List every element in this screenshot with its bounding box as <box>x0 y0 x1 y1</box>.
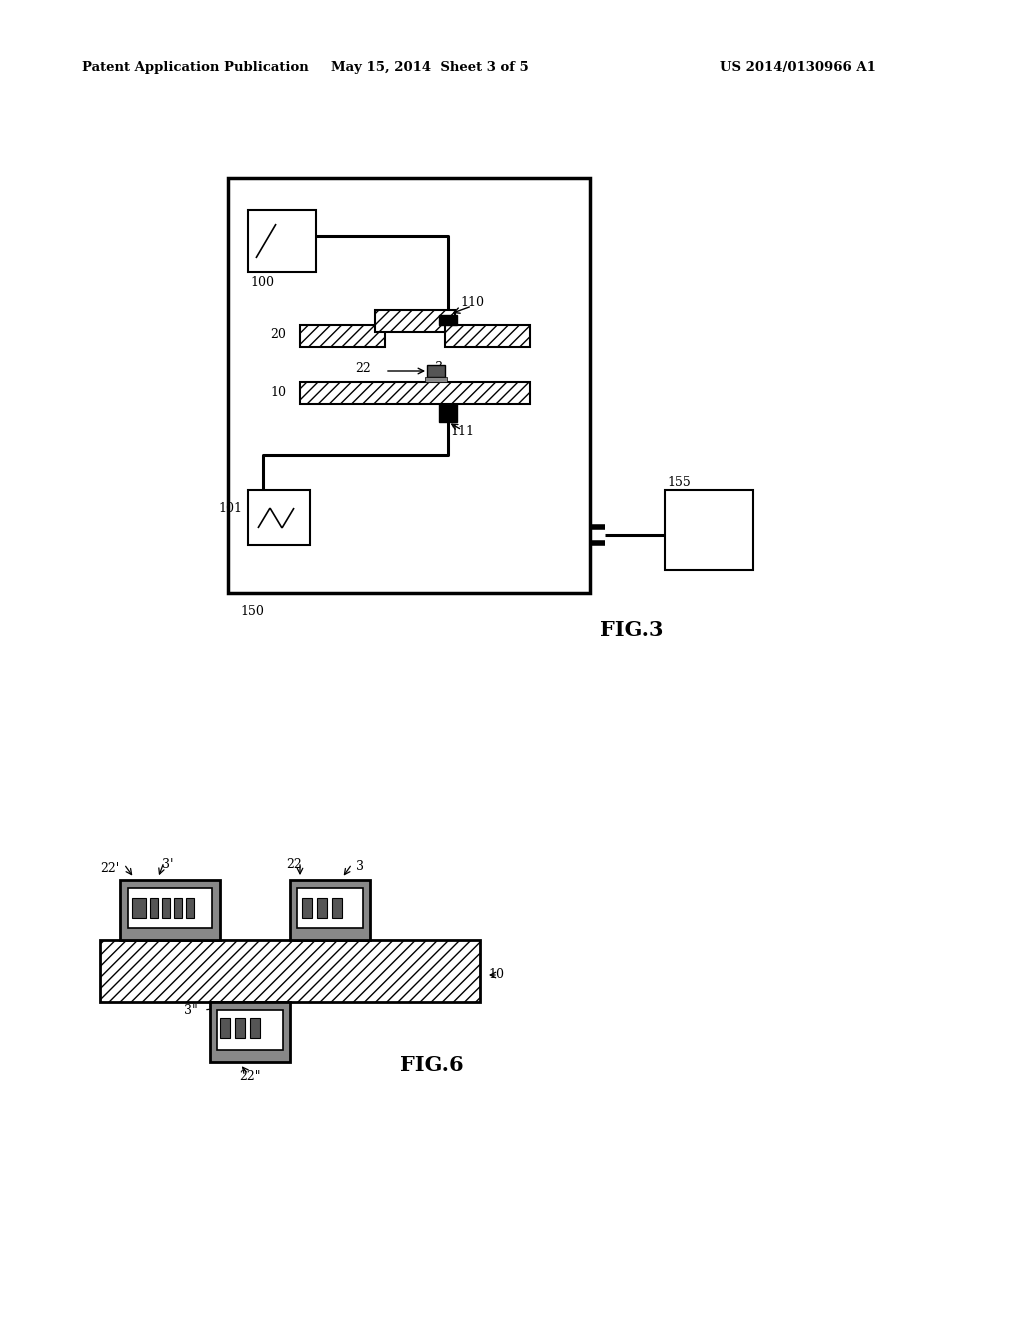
Bar <box>375 310 455 333</box>
Bar <box>228 178 590 593</box>
Bar <box>248 210 316 272</box>
Bar <box>439 315 457 325</box>
Bar <box>290 880 370 940</box>
Bar <box>100 940 480 1002</box>
Text: 22: 22 <box>355 362 371 375</box>
Bar <box>297 888 362 928</box>
Bar <box>220 1018 230 1038</box>
Bar <box>150 898 158 917</box>
Bar <box>234 1018 245 1038</box>
Bar <box>132 898 146 917</box>
Bar <box>210 1002 290 1063</box>
Bar <box>300 325 385 347</box>
Bar <box>248 490 310 545</box>
Text: 3: 3 <box>356 861 364 873</box>
Bar <box>217 1010 283 1049</box>
Bar <box>302 898 312 917</box>
Bar <box>665 490 753 570</box>
Text: 155: 155 <box>667 477 691 488</box>
Text: 101: 101 <box>218 502 242 515</box>
Bar <box>128 888 212 928</box>
Text: 22": 22" <box>240 1071 261 1082</box>
Bar <box>445 325 530 347</box>
Text: 3': 3' <box>162 858 174 871</box>
Text: Patent Application Publication: Patent Application Publication <box>82 62 309 74</box>
Bar <box>439 404 457 422</box>
Text: 22': 22' <box>100 862 120 875</box>
Bar <box>427 366 445 378</box>
Text: US 2014/0130966 A1: US 2014/0130966 A1 <box>720 62 876 74</box>
Bar <box>317 898 327 917</box>
Text: 150: 150 <box>240 605 264 618</box>
Text: 20: 20 <box>270 327 286 341</box>
Text: 111: 111 <box>450 425 474 438</box>
Text: 100: 100 <box>250 276 274 289</box>
Bar <box>425 378 447 381</box>
Bar <box>120 880 220 940</box>
Bar <box>250 1018 260 1038</box>
Bar <box>162 898 170 917</box>
Text: May 15, 2014  Sheet 3 of 5: May 15, 2014 Sheet 3 of 5 <box>331 62 528 74</box>
Text: 110: 110 <box>460 296 484 309</box>
Text: 22: 22 <box>286 858 302 871</box>
Text: FIG.6: FIG.6 <box>400 1055 464 1074</box>
Text: 3: 3 <box>435 360 443 374</box>
Bar <box>332 898 342 917</box>
Text: 10: 10 <box>270 387 286 400</box>
Text: 3": 3" <box>184 1003 198 1016</box>
Bar <box>300 381 530 404</box>
Bar <box>186 898 194 917</box>
Text: 10: 10 <box>488 969 504 982</box>
Bar <box>174 898 182 917</box>
Text: FIG.3: FIG.3 <box>600 620 664 640</box>
